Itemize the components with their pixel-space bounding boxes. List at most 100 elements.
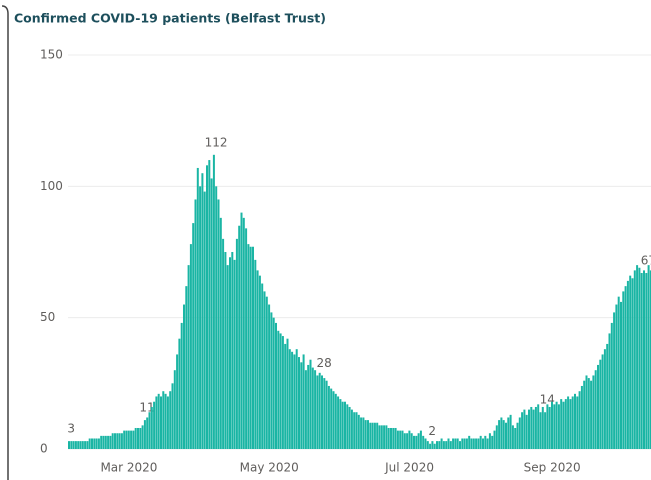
bar: [465, 438, 468, 449]
bar: [378, 425, 381, 449]
bar: [546, 404, 549, 449]
bar: [162, 391, 165, 449]
bar: [433, 443, 436, 449]
bar: [288, 349, 291, 449]
bar: [640, 273, 643, 449]
bar: [346, 404, 349, 449]
bar: [229, 257, 231, 449]
bar: [176, 354, 179, 449]
bar: [452, 438, 455, 449]
bar: [516, 422, 519, 449]
bar: [376, 422, 379, 449]
bar: [68, 441, 70, 449]
bar: [507, 417, 510, 449]
bar: [367, 420, 369, 449]
bar: [242, 217, 245, 449]
bar: [279, 333, 282, 449]
bar: [164, 393, 167, 449]
data-label: 2: [428, 424, 436, 438]
data-label: 67: [641, 254, 651, 268]
bar: [413, 435, 415, 449]
bar: [419, 430, 422, 449]
bar: [580, 385, 583, 449]
bar: [505, 422, 507, 449]
bar: [567, 396, 570, 449]
bar: [341, 401, 344, 449]
bar: [100, 435, 103, 449]
bar: [270, 312, 273, 449]
bar: [422, 435, 425, 449]
panel-border: [1, 5, 9, 480]
bar: [84, 441, 87, 449]
bar: [553, 404, 556, 449]
bar: [470, 438, 473, 449]
bar: [291, 351, 294, 449]
bar: [233, 259, 236, 449]
bar: [624, 286, 627, 449]
bar: [583, 380, 586, 449]
bar: [88, 438, 91, 449]
bar: [564, 399, 567, 449]
bar: [206, 165, 208, 449]
bar: [281, 336, 284, 449]
bar: [555, 401, 558, 449]
bar: [215, 186, 218, 450]
bar: [217, 199, 220, 449]
bar: [463, 438, 466, 449]
bar: [525, 414, 528, 449]
bar: [599, 359, 602, 449]
data-label: 3: [67, 422, 75, 436]
bar: [238, 225, 241, 449]
bar: [394, 427, 397, 449]
bar: [645, 273, 648, 449]
bar: [146, 417, 149, 449]
bar: [592, 375, 595, 449]
bar: [436, 441, 438, 449]
bar: [134, 427, 137, 449]
bar: [626, 280, 629, 449]
bar: [104, 435, 107, 449]
bar: [173, 370, 176, 449]
bar: [219, 217, 222, 449]
bar: [330, 388, 333, 449]
bar: [247, 244, 250, 449]
bar: [107, 435, 110, 449]
bar: [130, 430, 133, 449]
bar: [111, 433, 114, 449]
bar: [636, 265, 639, 449]
bar: [353, 412, 356, 449]
bar: [447, 438, 450, 449]
bar: [399, 430, 402, 449]
bar: [438, 441, 441, 449]
bar: [81, 441, 84, 449]
bar: [180, 322, 183, 449]
bar: [132, 430, 135, 449]
bar: [72, 441, 75, 449]
bar: [551, 401, 553, 449]
bar: [410, 433, 413, 449]
bar: [284, 343, 287, 449]
bar: [429, 443, 432, 449]
data-label: 112: [205, 135, 228, 149]
bar: [314, 370, 317, 449]
bar: [272, 317, 275, 449]
bar: [323, 378, 326, 449]
y-tick-label: 100: [40, 179, 63, 193]
bar: [275, 322, 277, 449]
bar: [606, 343, 609, 449]
bar: [137, 427, 139, 449]
x-tick-label: May 2020: [240, 461, 299, 475]
bar: [548, 406, 551, 449]
bar: [160, 396, 162, 449]
bar: [518, 417, 521, 449]
bar: [495, 425, 498, 449]
bar: [93, 438, 96, 449]
bar: [171, 383, 174, 449]
bar: [77, 441, 80, 449]
bar: [615, 304, 618, 449]
y-tick-label: 150: [40, 48, 63, 62]
bar: [185, 286, 188, 449]
bar: [321, 375, 323, 449]
bar: [208, 160, 211, 450]
bar: [249, 246, 252, 449]
